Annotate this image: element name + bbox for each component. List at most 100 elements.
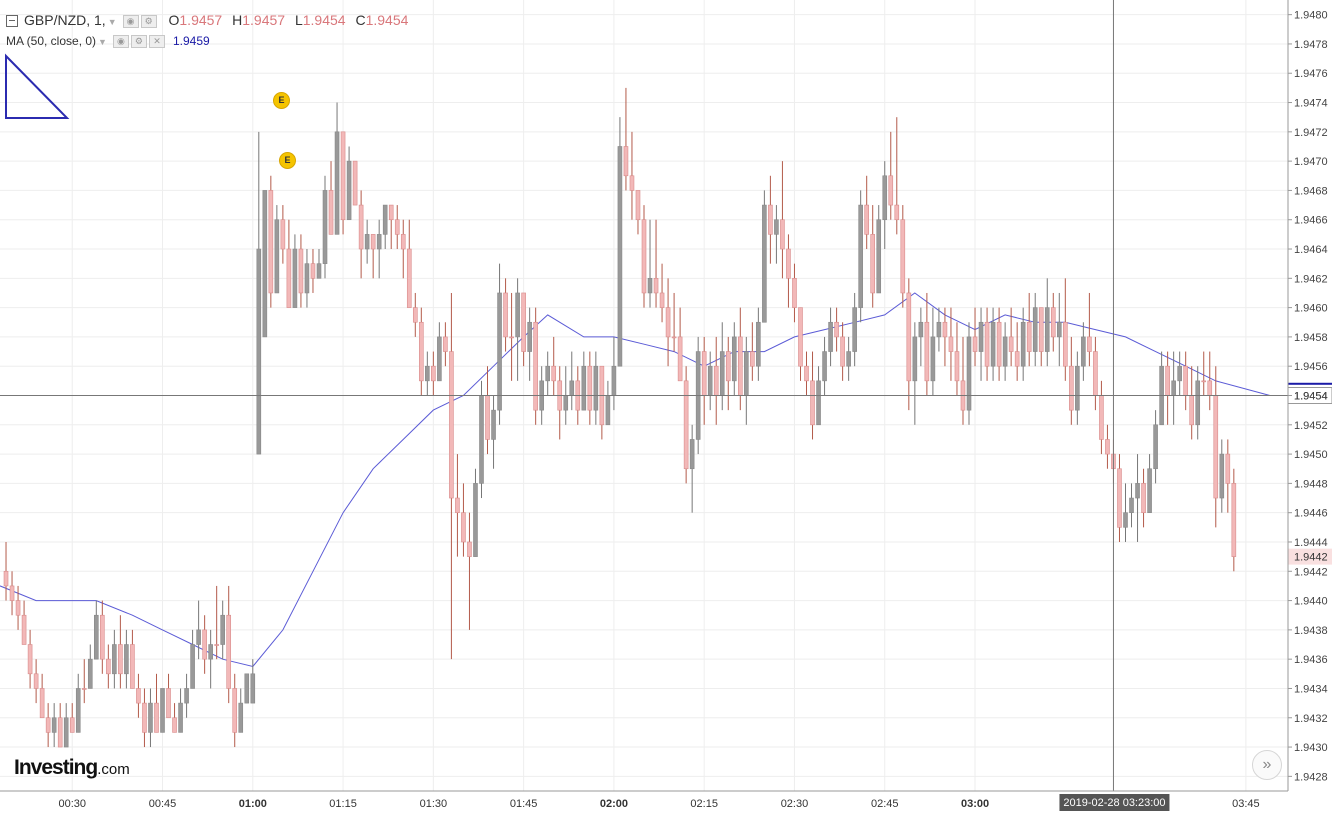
candle-body (1171, 380, 1176, 396)
candle-body (689, 439, 695, 470)
y-tick-label: 1.9454 (1294, 391, 1328, 403)
candle-body (419, 321, 424, 382)
y-tick-label: 1.9434 (1294, 683, 1328, 695)
candle (461, 483, 466, 557)
candle (840, 322, 845, 381)
candle (864, 175, 869, 250)
candle-body (87, 658, 93, 689)
scroll-to-realtime-button[interactable]: » (1252, 750, 1282, 780)
candle (220, 600, 225, 660)
candle (671, 292, 677, 352)
chevron-down-icon[interactable]: ▼ (98, 37, 107, 47)
candle (1231, 468, 1237, 572)
candle-body (870, 234, 876, 294)
candle (1213, 366, 1219, 528)
candle (274, 205, 280, 294)
candle-body (1213, 395, 1219, 499)
eye-icon[interactable]: ◉ (122, 14, 139, 28)
candle-body (1105, 439, 1110, 455)
x-tick-label: 01:00 (239, 798, 267, 810)
candle-body (942, 321, 948, 338)
candle (1002, 322, 1008, 381)
candle-body (1165, 365, 1170, 396)
eye-icon[interactable]: ◉ (112, 35, 129, 49)
candle (1020, 307, 1026, 381)
candle (870, 205, 876, 308)
candle-body (900, 219, 906, 294)
candle-body (33, 673, 39, 689)
open-label: O (168, 12, 180, 28)
candle-body (461, 512, 466, 543)
candle-body (100, 614, 105, 660)
open-value: 1.9457 (179, 12, 223, 28)
candle (69, 703, 75, 733)
candle-body (208, 644, 213, 660)
collapse-icon[interactable] (6, 15, 18, 28)
candle (196, 600, 201, 660)
moving-average-line (0, 292, 1271, 668)
candle (629, 131, 635, 220)
earnings-event-marker[interactable]: E (279, 152, 296, 169)
candle-body (268, 190, 274, 294)
candle (665, 278, 671, 367)
triangle-drawing-tool-shape[interactable] (5, 53, 70, 119)
x-tick-label: 02:00 (600, 798, 628, 810)
candle-body (93, 614, 99, 660)
candle (364, 219, 370, 264)
y-tick-label: 1.9428 (1294, 771, 1328, 783)
x-tick-label: 00:30 (58, 798, 86, 810)
candle (208, 629, 213, 689)
candle-body (737, 336, 743, 396)
candle (1081, 322, 1086, 381)
candle-body (569, 380, 575, 396)
candle (882, 161, 888, 250)
crosshair-price-label: 1.9454 (1294, 391, 1328, 403)
x-tick-label: 03:00 (961, 798, 989, 810)
candle (172, 703, 177, 733)
candle (286, 219, 292, 308)
candle-body (160, 688, 165, 733)
candle-body (250, 673, 256, 704)
candle-body (1207, 380, 1213, 396)
candle (352, 160, 358, 206)
candle-body (1135, 483, 1140, 499)
candle (503, 278, 508, 352)
candle (3, 541, 9, 601)
candle-body (515, 292, 520, 338)
candle (713, 336, 719, 425)
candle-body (756, 321, 761, 367)
candle (954, 322, 960, 396)
x-tick-label: 02:15 (690, 798, 718, 810)
candle (154, 673, 159, 733)
candle (406, 219, 412, 308)
gear-icon[interactable]: ⚙ (130, 35, 147, 49)
candle (599, 365, 605, 440)
candle-body (473, 483, 478, 557)
gear-icon[interactable]: ⚙ (140, 14, 157, 28)
chevron-down-icon[interactable]: ▼ (107, 17, 117, 27)
candle-body (677, 336, 683, 382)
earnings-event-marker[interactable]: E (273, 92, 290, 109)
candle (142, 688, 147, 748)
candle (184, 673, 189, 718)
candle-body (346, 160, 352, 221)
candle-body (1002, 336, 1008, 367)
candle-body (304, 263, 310, 294)
candle (1177, 351, 1182, 396)
candle (400, 219, 406, 279)
candle (876, 205, 882, 294)
candle (298, 234, 304, 308)
candle (1189, 366, 1195, 440)
close-icon[interactable]: ✕ (148, 35, 165, 49)
candle (437, 322, 442, 382)
candle (485, 366, 490, 455)
candle (81, 659, 87, 704)
close-label: C (355, 12, 366, 28)
candle-body (509, 336, 514, 339)
candle (966, 322, 972, 425)
candle (382, 204, 388, 250)
candle (701, 336, 707, 425)
candle (467, 512, 472, 630)
